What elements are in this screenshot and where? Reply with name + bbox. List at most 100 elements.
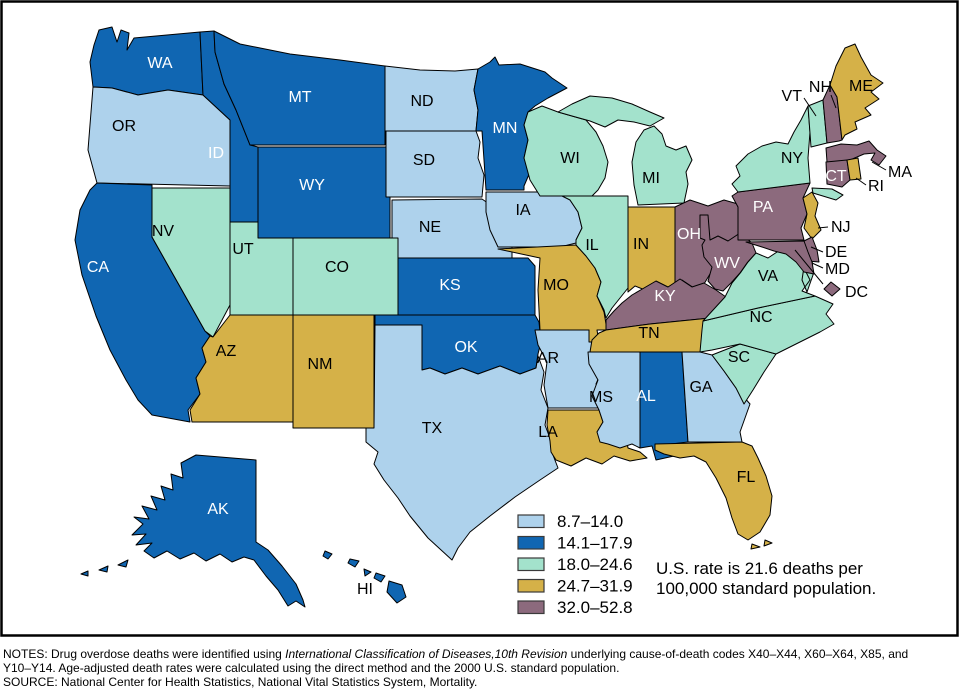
state-FL: [654, 441, 773, 550]
state-label-IL: IL: [585, 237, 598, 254]
state-label-ND: ND: [410, 93, 433, 110]
state-label-FL: FL: [737, 469, 756, 486]
state-label-WI: WI: [560, 150, 580, 167]
state-SD: [385, 130, 485, 198]
legend-swatch-3: [517, 578, 545, 593]
state-label-NH: NH: [809, 79, 832, 96]
legend: 8.7–14.0 14.1–17.9 18.0–24.6 24.7–31.9 32.0–…: [517, 512, 633, 617]
state-label-MI: MI: [642, 170, 660, 187]
us-rate-annotation: U.S. rate is 21.6 deaths per 100,000 sta…: [656, 559, 876, 598]
callout-line-NJ: [817, 226, 829, 229]
state-label-DE: DE: [825, 244, 847, 261]
legend-label-3: 24.7–31.9: [557, 577, 633, 596]
state-MT: [213, 30, 386, 146]
state-label-MT: MT: [288, 89, 311, 106]
state-label-CT: CT: [825, 168, 847, 185]
state-NC: [699, 295, 835, 355]
state-label-MD: MD: [825, 261, 850, 278]
notes-line-2: Y10–Y14. Age-adjusted death rates were c…: [3, 660, 620, 675]
state-label-MN: MN: [493, 120, 518, 137]
state-label-CO: CO: [325, 259, 349, 276]
state-OR: [87, 86, 231, 187]
figure-us-overdose-map: WA OR CA NV ID MT WY UT CO AZ NM ND SD NE KS OK TX MN IA MO…: [0, 0, 959, 637]
state-label-SD: SD: [413, 152, 435, 169]
state-RI: [846, 157, 862, 181]
legend-swatch-1: [517, 535, 545, 550]
state-labels-layer: WA OR CA NV ID MT WY UT CO AZ NM ND SD NE KS OK TX MN IA MO…: [87, 55, 912, 598]
state-label-TN: TN: [638, 325, 659, 342]
figure-border: [0, 0, 959, 637]
state-label-WV: WV: [714, 255, 740, 272]
callout-line-VT: [803, 97, 817, 117]
state-CT: [825, 159, 851, 188]
legend-label-2: 18.0–24.6: [557, 555, 633, 574]
state-label-NE: NE: [419, 219, 441, 236]
callout-line-MD: [811, 262, 824, 269]
callout-line-MA: [871, 161, 887, 171]
state-label-NY: NY: [781, 150, 804, 167]
state-label-CA: CA: [87, 259, 110, 276]
state-NM: [292, 314, 375, 429]
notes-source-line: SOURCE: National Center for Health Stati…: [3, 674, 478, 689]
legend-label-4: 32.0–52.8: [557, 598, 633, 617]
state-TX: [365, 324, 559, 561]
state-IL: [561, 195, 629, 319]
state-label-MO: MO: [543, 277, 569, 294]
state-label-KY: KY: [654, 288, 676, 305]
state-label-KS: KS: [439, 277, 460, 294]
state-KS: [397, 257, 536, 316]
figure-notes: NOTES: Drug overdose deaths were identif…: [0, 642, 960, 689]
state-label-WA: WA: [147, 55, 173, 72]
state-PA: [731, 182, 811, 241]
state-label-LA: LA: [538, 424, 558, 441]
legend-label-1: 14.1–17.9: [557, 534, 633, 553]
state-MS: [587, 351, 641, 449]
state-label-IA: IA: [515, 202, 530, 219]
us-map-svg: WA OR CA NV ID MT WY UT CO AZ NM ND SD NE KS OK TX MN IA MO…: [0, 0, 959, 637]
state-label-ID: ID: [208, 145, 224, 162]
callout-line-NH: [830, 94, 837, 109]
state-ME: [829, 43, 884, 141]
state-label-IN: IN: [633, 236, 649, 253]
state-label-OH: OH: [677, 226, 701, 243]
state-label-PA: PA: [753, 199, 773, 216]
state-label-TX: TX: [422, 420, 443, 437]
state-label-DC: DC: [845, 284, 868, 301]
state-label-GA: GA: [689, 379, 712, 396]
state-label-VT: VT: [782, 88, 803, 105]
state-label-VA: VA: [758, 268, 778, 285]
state-label-HI: HI: [357, 581, 373, 598]
state-IA: [485, 191, 583, 248]
state-MI: [557, 95, 693, 206]
state-label-RI: RI: [868, 178, 884, 195]
notes-italic-title: International Classification of Diseases…: [285, 647, 568, 661]
states-layer: [74, 26, 887, 608]
state-label-NV: NV: [152, 223, 175, 240]
state-label-NJ: NJ: [831, 219, 851, 236]
state-label-AR: AR: [537, 350, 559, 367]
state-label-OR: OR: [112, 118, 136, 135]
callout-line-DC: [794, 249, 824, 285]
state-label-NC: NC: [749, 309, 772, 326]
state-label-AZ: AZ: [216, 343, 237, 360]
state-NJ: [802, 191, 822, 240]
callout-line-RI: [855, 177, 867, 186]
state-label-NM: NM: [308, 356, 333, 373]
state-DC: [823, 281, 841, 297]
state-NY: [731, 105, 844, 201]
legend-label-0: 8.7–14.0: [557, 512, 623, 531]
state-label-SC: SC: [728, 349, 750, 366]
state-label-MS: MS: [589, 389, 613, 406]
legend-swatch-0: [517, 514, 545, 529]
callout-line-DE: [810, 246, 824, 253]
state-CO: [292, 237, 399, 316]
state-HI: [322, 550, 407, 604]
state-label-AL: AL: [636, 388, 656, 405]
state-label-AK: AK: [207, 501, 229, 518]
state-label-WY: WY: [299, 177, 325, 194]
notes-line-1: NOTES: Drug overdose deaths were identif…: [3, 647, 909, 661]
state-AK: [80, 454, 306, 608]
legend-swatch-4: [517, 600, 545, 615]
state-label-OK: OK: [454, 339, 477, 356]
state-label-ME: ME: [849, 78, 873, 95]
